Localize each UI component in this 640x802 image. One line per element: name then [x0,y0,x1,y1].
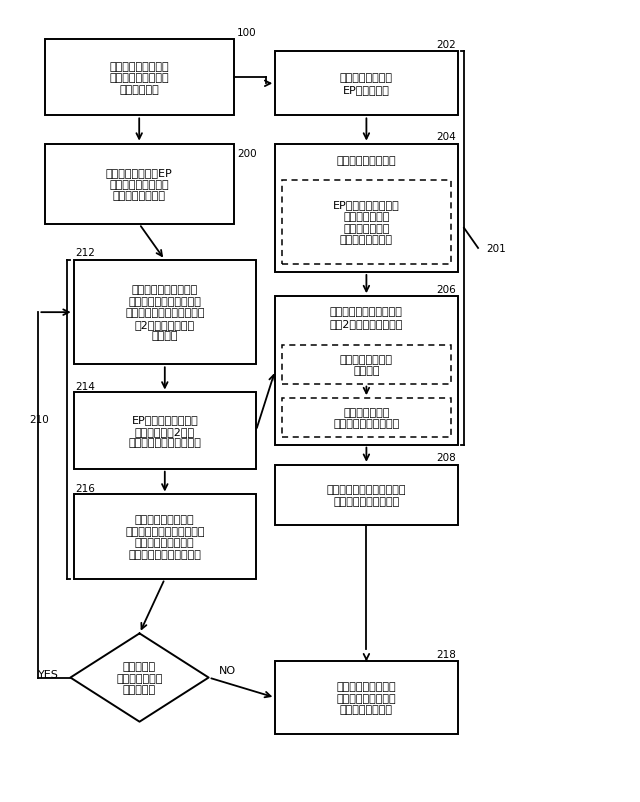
Text: 212: 212 [76,248,95,257]
Bar [275,297,458,445]
Text: 218: 218 [436,650,456,659]
Text: YES: YES [38,669,58,678]
Text: EP情報が獲得された
構造の表面上の
位置を決定し、
測定点として記録: EP情報が獲得された 構造の表面上の 位置を決定し、 測定点として記録 [333,200,400,245]
Text: 216: 216 [76,484,95,493]
Text: 一群の測定点の
アルファシェルを計算: 一群の測定点の アルファシェルを計算 [333,407,399,428]
Bar [282,399,451,437]
Text: 210: 210 [29,415,49,425]
Text: 心構造に対応するEP
情報を幾何学的表面
モデル上にマップ: 心構造に対応するEP 情報を幾何学的表面 モデル上にマップ [106,168,173,201]
Text: 一群の測定点を獲得: 一群の測定点を獲得 [337,156,396,165]
Bar [275,144,458,273]
Text: 心構造の少なくとも一部
の第2表面モデルを構築: 心構造の少なくとも一部 の第2表面モデルを構築 [330,307,403,328]
Text: 200: 200 [237,148,257,158]
Text: 幾何学的表面モデルの
場所データ点（頂点）を
評価して、それに最も近い
第2表面モデル上の
点を特定: 幾何学的表面モデルの 場所データ点（頂点）を 評価して、それに最も近い 第2表面… [125,285,205,341]
Bar [275,465,458,525]
Text: アルファのための
値を決定: アルファのための 値を決定 [340,354,393,375]
Bar [74,495,256,579]
Text: 204: 204 [436,132,456,142]
Text: 評価すべき
他の場所データ
点が存在？: 評価すべき 他の場所データ 点が存在？ [116,661,163,695]
Text: 206: 206 [436,285,456,294]
Text: アルファシェルを処理して
単体表面モデルを生成: アルファシェルを処理して 単体表面モデルを生成 [326,484,406,506]
Bar [275,662,458,734]
Text: 心構造の少なくとも
一部の幾何学的表面
モデルを取得: 心構造の少なくとも 一部の幾何学的表面 モデルを取得 [109,62,169,95]
Bar [74,393,256,469]
Text: 201: 201 [486,244,506,253]
Text: 208: 208 [436,453,456,463]
Bar [275,52,458,116]
Text: NO: NO [220,665,236,674]
Polygon shape [70,634,209,722]
Bar [282,180,451,265]
Bar [45,144,234,225]
Text: 202: 202 [436,40,456,50]
Text: 心構造の表面から
EP情報を獲得: 心構造の表面から EP情報を獲得 [340,74,393,95]
Text: 214: 214 [76,382,95,391]
Text: EPパラメータの値を
特定された第2表面
モデル上の点に関連付け: EPパラメータの値を 特定された第2表面 モデル上の点に関連付け [129,415,201,448]
Text: 関連付けられた値と
視覚化スキームに従って、
場所データ点に視覚
インジケータを割り当て: 関連付けられた値と 視覚化スキームに従って、 場所データ点に視覚 インジケータを… [125,515,205,559]
Bar [282,346,451,384]
Bar [45,40,234,116]
Bar [74,261,256,365]
Text: 100: 100 [237,28,257,38]
Text: 視覚インジケータが
配置された幾何学的
表面モデルを表示: 視覚インジケータが 配置された幾何学的 表面モデルを表示 [337,681,396,715]
